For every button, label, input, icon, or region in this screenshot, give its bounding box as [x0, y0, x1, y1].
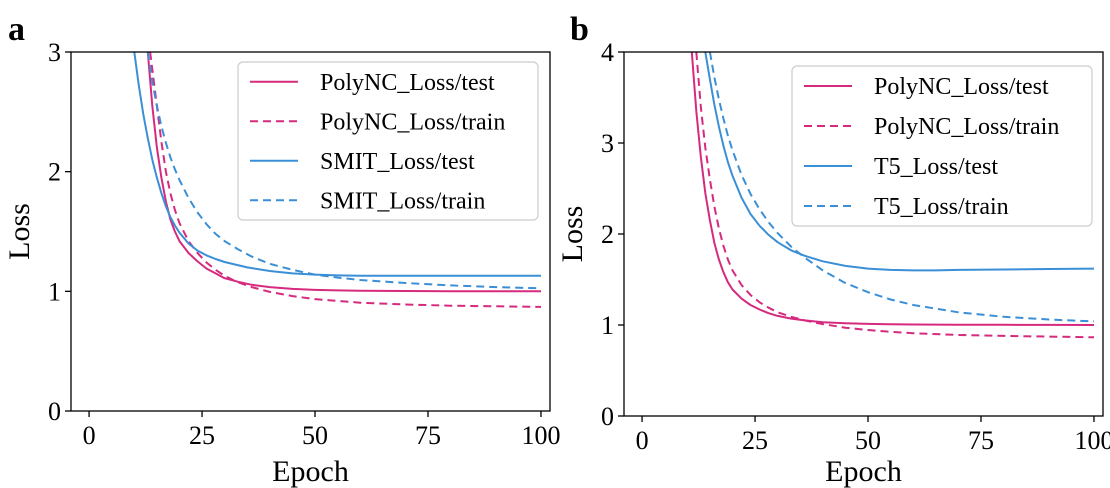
legend-label-a-1: PolyNC_Loss/test	[320, 70, 495, 96]
y-tick-label-b: 3	[601, 129, 614, 158]
legend-label-b-1: PolyNC_Loss/test	[874, 74, 1049, 100]
legend-b: PolyNC_Loss/test PolyNC_Loss/train T5_Loss…	[791, 65, 1093, 227]
y-axis-label-a: Loss	[3, 203, 36, 260]
x-tick-label-b: 0	[636, 426, 649, 455]
series-line-b-3	[704, 52, 1095, 272]
series-line-a-2	[149, 52, 542, 308]
y-tick-label-a: 1	[48, 277, 61, 306]
x-tick-label-a: 50	[302, 421, 328, 450]
series-line-a-1	[146, 52, 541, 293]
y-tick-label-b: 1	[601, 311, 614, 340]
series-line-a-3	[133, 52, 541, 277]
legend-box-a	[237, 61, 539, 221]
legend-label-b-2: PolyNC_Loss/train	[874, 114, 1059, 140]
y-tick-label-b: 0	[601, 402, 614, 431]
y-tick-label-a: 3	[48, 38, 61, 67]
plot-frame-a	[70, 51, 551, 412]
panel-a: a 0 25 50 75 100 0 1 2 3 Epoch Loss PolyNC_Loss/tes…	[3, 11, 560, 488]
y-tick-label-a: 2	[48, 158, 61, 187]
panel-b: b 0 25 50 75 100 0 1 2 3 4 Epoch Loss PolyNC_Loss/te…	[556, 11, 1110, 488]
x-tick-label-b: 100	[1074, 426, 1110, 455]
x-tick-label-a: 100	[521, 421, 560, 450]
panel-letter-b: b	[570, 11, 589, 48]
y-axis-label-b: Loss	[556, 206, 589, 263]
x-tick-label-b: 75	[968, 426, 994, 455]
x-tick-label-b: 50	[855, 426, 881, 455]
legend-a: PolyNC_Loss/test PolyNC_Loss/train SMIT_Lo…	[237, 61, 539, 221]
x-axis-label-a: Epoch	[272, 455, 349, 488]
legend-label-b-3: T5_Loss/test	[874, 154, 998, 180]
plot-area-b: 0 25 50 75 100 0 1 2 3 4 Epoch Loss PolyNC_Loss/test…	[556, 38, 1110, 488]
series-line-b-1	[690, 52, 1095, 326]
legend-box-b	[791, 65, 1093, 227]
y-tick-label-a: 0	[48, 397, 61, 426]
legend-label-a-4: SMIT_Loss/train	[320, 188, 485, 214]
panel-letter-a: a	[8, 11, 25, 48]
x-tick-label-a: 25	[189, 421, 215, 450]
legend-label-a-2: PolyNC_Loss/train	[320, 109, 505, 135]
y-tick-label-b: 2	[601, 220, 614, 249]
x-axis-label-b: Epoch	[825, 455, 902, 488]
plot-area-a: 0 25 50 75 1000123EpochLossPolyNC_Loss/testP…	[3, 38, 560, 488]
x-tick-label-a: 0	[83, 421, 96, 450]
x-tick-label-b: 25	[742, 426, 768, 455]
x-tick-label-a: 75	[415, 421, 441, 450]
series-line-b-2	[695, 52, 1095, 339]
y-tick-label-b: 4	[601, 38, 614, 67]
legend-label-a-3: SMIT_Loss/test	[320, 149, 475, 175]
legend-label-b-4: T5_Loss/train	[874, 194, 1009, 220]
